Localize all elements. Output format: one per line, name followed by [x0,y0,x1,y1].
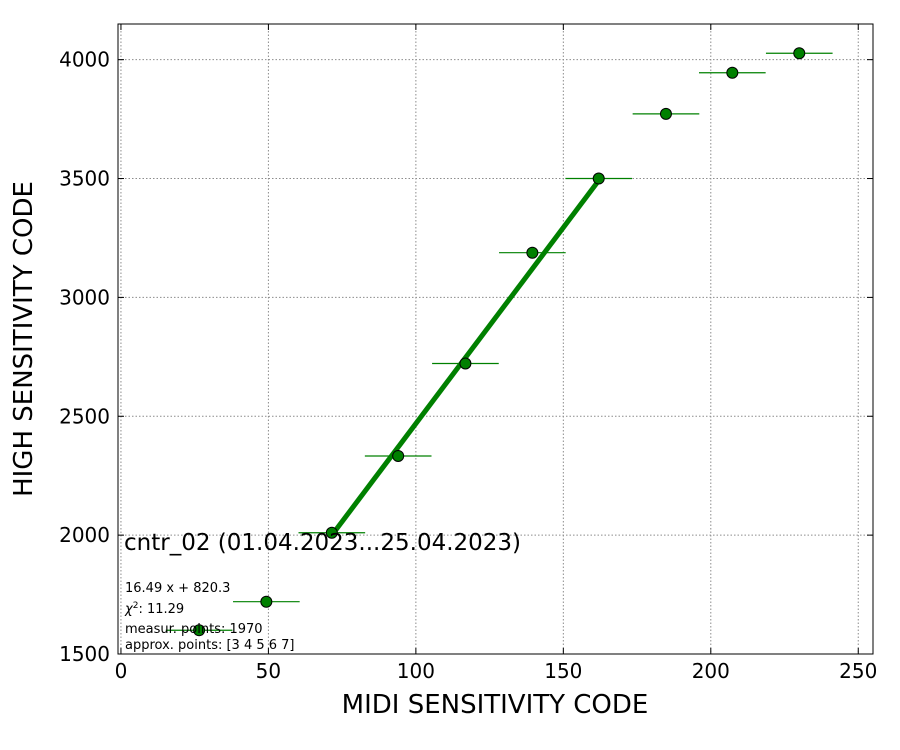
x-tick-label: 50 [256,659,281,683]
y-tick-label: 2000 [59,523,110,547]
annotation-equation: 16.49 x + 820.3 [125,581,230,596]
y-tick-label: 1500 [59,642,110,666]
point-marker [459,357,472,370]
data-point [565,172,633,185]
plot-frame [117,23,874,655]
y-tick-label: 4000 [59,48,110,72]
y-tick-label: 2500 [59,404,110,428]
axis-ticks: 0 50 100 150 200 250 1500 2000 2500 3000 3500 4000 [59,24,877,683]
data-point [765,47,833,60]
point-marker [193,624,206,637]
point-marker [726,66,739,79]
chi2-value: : 11.29 [138,602,184,617]
data-point [233,595,300,608]
point-marker [659,107,672,120]
point-marker [260,595,273,608]
point-marker [526,246,539,259]
data-point [298,526,366,539]
data-point [432,357,499,370]
y-axis-label: HIGH SENSITIVITY CODE [9,181,39,497]
chi2-exponent: 2 [133,601,139,611]
annotation-heading: cntr_02 (01.04.2023...25.04.2023) [124,530,521,556]
x-tick-label: 100 [397,659,435,683]
x-axis-label: MIDI SENSITIVITY CODE [342,690,649,720]
x-tick-label: 150 [544,659,582,683]
data-point [364,449,432,462]
x-tick-label: 0 [115,659,128,683]
y-tick-label: 3000 [59,285,110,309]
data-point [165,624,233,637]
data-point [632,107,700,120]
data-points [165,47,833,637]
data-point [499,246,566,259]
annotation-chi2: χ2: 11.29 [124,601,184,617]
y-tick-label: 3500 [59,167,110,191]
point-marker [325,526,338,539]
x-tick-label: 200 [692,659,730,683]
x-tick-label: 250 [839,659,877,683]
data-point [698,66,766,79]
point-marker [793,47,806,60]
chi2-symbol: χ [124,602,134,617]
grid [118,24,873,655]
plot-background [118,24,873,654]
annotation-approx-points: approx. points: [3 4 5 6 7] [125,638,295,653]
annotation-measur-points: measur. points: 1970 [125,622,263,637]
point-marker [392,449,405,462]
point-marker [592,172,605,185]
